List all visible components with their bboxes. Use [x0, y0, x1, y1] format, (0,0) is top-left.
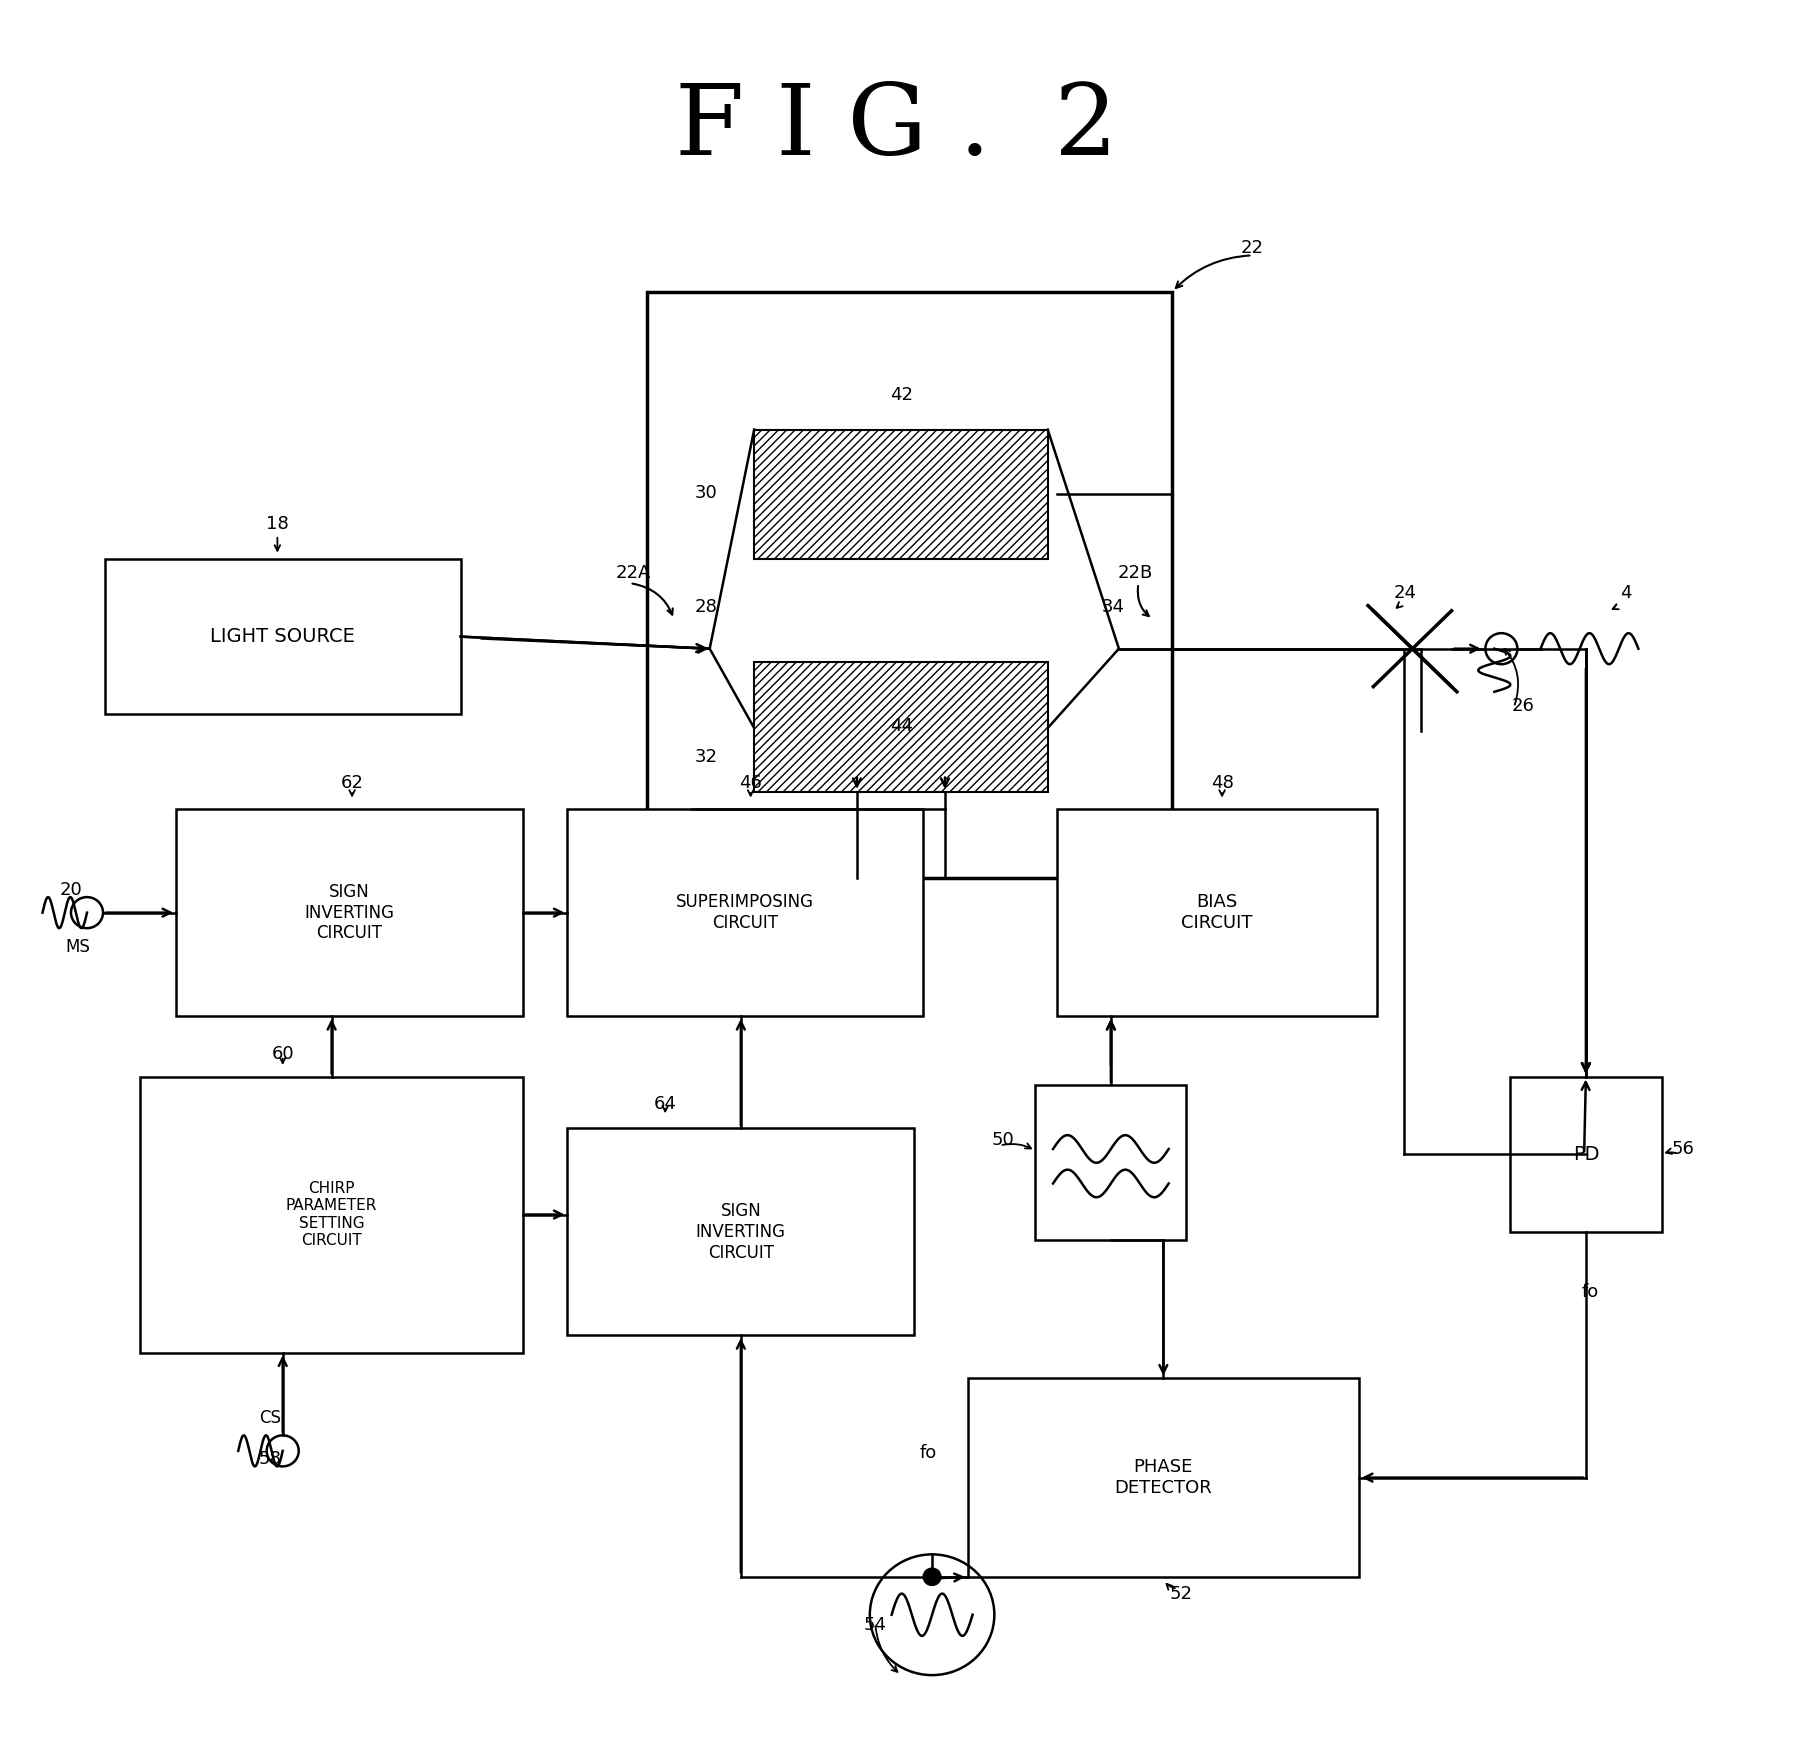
Text: MS: MS [66, 937, 90, 956]
Bar [567, 1129, 914, 1336]
Text: 22B: 22B [1117, 563, 1153, 583]
Bar [1510, 1076, 1662, 1231]
Text: 22: 22 [1241, 240, 1264, 257]
Text: 56: 56 [1671, 1141, 1694, 1158]
Text: 62: 62 [341, 774, 364, 793]
Text: 64: 64 [654, 1096, 676, 1113]
Text: 58: 58 [258, 1450, 282, 1468]
Bar [647, 292, 1173, 878]
Text: 42: 42 [891, 386, 913, 403]
Text: 20: 20 [59, 882, 82, 899]
Text: 54: 54 [864, 1616, 888, 1635]
Bar [140, 1076, 524, 1353]
Text: 30: 30 [694, 485, 717, 503]
Circle shape [923, 1569, 941, 1586]
Text: SIGN
INVERTING
CIRCUIT: SIGN INVERTING CIRCUIT [696, 1202, 785, 1261]
Text: 50: 50 [992, 1132, 1015, 1149]
Text: 44: 44 [891, 716, 913, 736]
Text: 48: 48 [1210, 774, 1234, 793]
Bar [755, 430, 1047, 558]
Text: 34: 34 [1103, 598, 1124, 616]
Text: 18: 18 [265, 515, 289, 534]
Text: 26: 26 [1511, 697, 1535, 715]
Text: fo: fo [920, 1443, 938, 1461]
Text: 60: 60 [271, 1045, 294, 1063]
Text: 22A: 22A [615, 563, 651, 583]
Text: 46: 46 [739, 774, 762, 793]
Bar [104, 558, 461, 715]
Text: CS: CS [260, 1409, 282, 1428]
Bar [176, 809, 524, 1016]
Text: SIGN
INVERTING
CIRCUIT: SIGN INVERTING CIRCUIT [305, 883, 394, 943]
Bar [755, 663, 1047, 791]
Text: 4: 4 [1621, 584, 1632, 602]
Text: SUPERIMPOSING
CIRCUIT: SUPERIMPOSING CIRCUIT [676, 894, 814, 932]
Text: BIAS
CIRCUIT: BIAS CIRCUIT [1182, 894, 1253, 932]
Text: 28: 28 [694, 598, 717, 616]
Text: fo: fo [1581, 1283, 1599, 1301]
Text: PHASE
DETECTOR: PHASE DETECTOR [1115, 1459, 1212, 1497]
Bar [1035, 1085, 1187, 1240]
Bar [968, 1379, 1359, 1577]
Bar [567, 809, 923, 1016]
Text: PD: PD [1572, 1144, 1599, 1163]
Text: 32: 32 [694, 748, 717, 767]
Text: CHIRP
PARAMETER
SETTING
CIRCUIT: CHIRP PARAMETER SETTING CIRCUIT [285, 1181, 377, 1249]
Text: F I G .  2: F I G . 2 [674, 80, 1119, 176]
Text: 52: 52 [1169, 1584, 1192, 1603]
Text: 24: 24 [1393, 584, 1416, 602]
Bar [1056, 809, 1377, 1016]
Text: LIGHT SOURCE: LIGHT SOURCE [210, 628, 355, 647]
